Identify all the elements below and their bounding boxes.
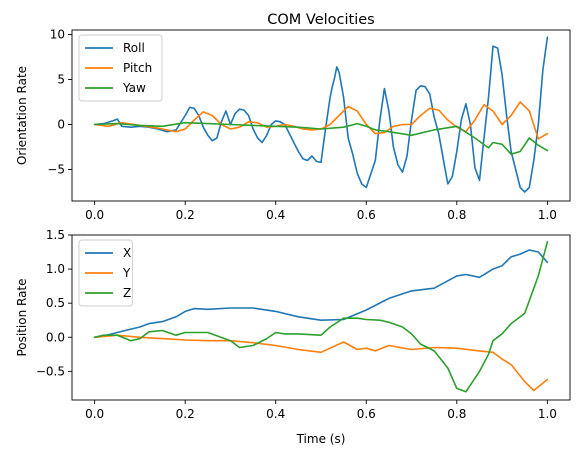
- orientation-legend-label-roll: Roll: [123, 41, 145, 55]
- subplot-orientation: 0.0 0.2 0.4 0.6 0.8 1.0 −5 0 5 10 Orientation Rate…: [15, 28, 571, 222]
- position-legend: XYZ: [78, 239, 133, 307]
- position-series-y-line: [93, 334, 549, 392]
- position-ytick-label: 0.0: [46, 330, 65, 344]
- orientation-legend-label-yaw: Yaw: [122, 81, 146, 95]
- position-legend-label-y: Y: [122, 266, 131, 280]
- position-xtick-label: 0.4: [266, 407, 285, 421]
- position-xtick-label: 0.0: [85, 407, 104, 421]
- position-ylabel: Position Rate: [15, 278, 29, 356]
- position-ytick-label: 0.5: [46, 296, 65, 310]
- position-xtick-label: 0.2: [176, 407, 195, 421]
- position-series-z-line: [93, 241, 549, 393]
- orientation-xtick-label: 0.8: [447, 208, 466, 222]
- orientation-axes-frame: [71, 29, 571, 202]
- orientation-ytick-label: −5: [47, 163, 65, 177]
- orientation-series-pitch-line: [93, 101, 549, 140]
- orientation-legend: Roll Pitch Yaw: [78, 34, 163, 102]
- position-xlabel: Time (s): [296, 432, 346, 446]
- orientation-xtick-label: 0.4: [266, 208, 285, 222]
- orientation-legend-box: [78, 34, 163, 102]
- orientation-legend-label-pitch: Pitch: [123, 61, 152, 75]
- orientation-xtick-label: 0.0: [85, 208, 104, 222]
- orientation-ylabel: Orientation Rate: [15, 66, 29, 165]
- orientation-xtick-label: 1.0: [538, 208, 557, 222]
- orientation-series-yaw-line: [93, 121, 549, 155]
- position-ytick-label: 1.5: [46, 228, 65, 242]
- position-series-x-line: [93, 249, 549, 339]
- orientation-xtick-label: 0.6: [357, 208, 376, 222]
- position-xtick-label: 0.6: [357, 407, 376, 421]
- position-axes-frame: [71, 234, 571, 401]
- position-ytick-label: 1.0: [46, 262, 65, 276]
- orientation-xtick-label: 0.2: [176, 208, 195, 222]
- orientation-ytick-label: 10: [50, 28, 65, 42]
- subplot-position: 0.0 0.2 0.4 0.6 0.8 1.0 −0.5 0.0 0.5 1.0 1.5 Positi…: [15, 228, 571, 446]
- position-legend-label-z: Z: [123, 286, 131, 300]
- chart-title: COM Velocities: [267, 12, 374, 28]
- position-xtick-label: 1.0: [538, 407, 557, 421]
- orientation-ytick-label: 0: [57, 118, 65, 132]
- position-legend-label-x: X: [123, 246, 131, 260]
- orientation-series-roll-line: [93, 36, 549, 193]
- position-xtick-label: 0.8: [447, 407, 466, 421]
- position-ytick-label: −0.5: [36, 364, 65, 378]
- orientation-ytick-label: 5: [57, 73, 65, 87]
